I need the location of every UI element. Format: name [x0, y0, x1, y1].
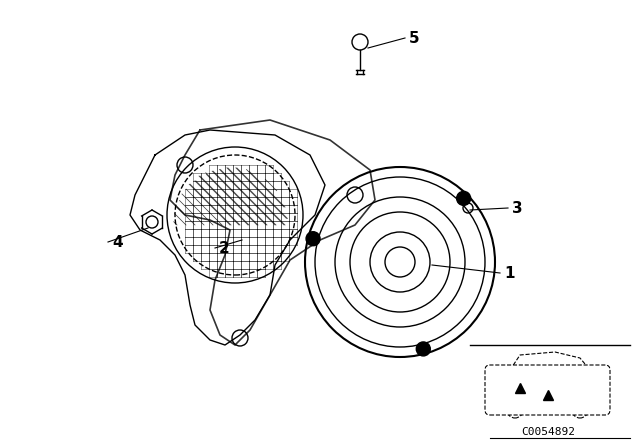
Text: 2: 2: [219, 241, 230, 255]
Circle shape: [416, 342, 430, 356]
Text: 5: 5: [409, 30, 420, 46]
FancyBboxPatch shape: [485, 365, 610, 415]
Circle shape: [456, 191, 470, 205]
Circle shape: [306, 232, 320, 246]
Text: 1: 1: [504, 266, 515, 280]
Text: C0054892: C0054892: [521, 427, 575, 437]
Text: 3: 3: [512, 201, 523, 215]
Text: 4: 4: [112, 234, 123, 250]
